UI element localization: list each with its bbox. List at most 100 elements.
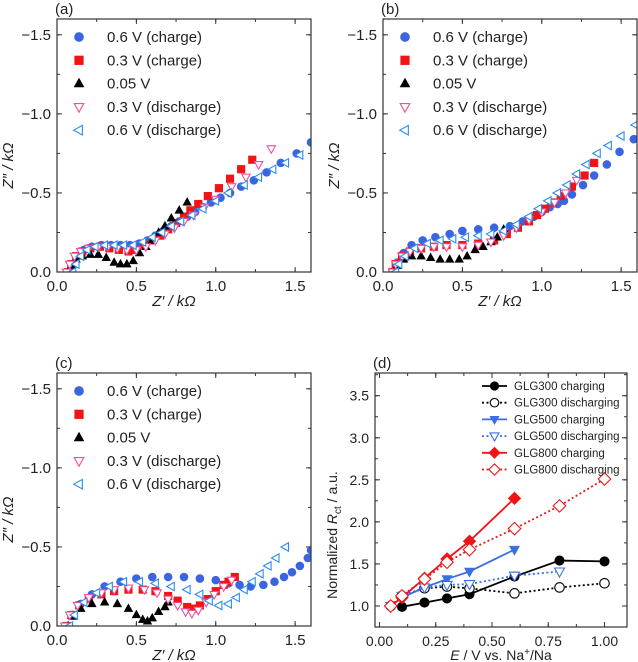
x-tick-label: 0.5 — [126, 278, 147, 295]
legend-label: 0.05 V — [107, 76, 150, 93]
legend: 0.6 V (charge) 0.3 V (charge) 0.05 V 0.3 V … — [398, 29, 547, 139]
data-point — [101, 252, 111, 262]
data-point — [146, 232, 156, 243]
data-point — [103, 581, 113, 592]
data-point — [266, 145, 277, 155]
data-point — [109, 257, 119, 266]
data-point — [470, 244, 480, 254]
data-point — [222, 598, 232, 609]
legend-marker — [399, 77, 411, 88]
legend-marker — [489, 415, 500, 425]
plot-frame — [374, 372, 628, 628]
x-axis-label-tail: /Na — [530, 647, 552, 662]
data-point — [306, 545, 311, 555]
data-point — [81, 244, 91, 255]
legend-marker — [74, 386, 84, 396]
plot-frame — [56, 18, 312, 273]
data-point — [186, 209, 196, 221]
data-point — [270, 577, 279, 587]
data-point — [389, 266, 400, 272]
data-point — [419, 597, 430, 608]
x-tick-label: 1.5 — [611, 278, 632, 295]
data-point — [218, 582, 229, 593]
y-tick-label: −1.5 — [347, 27, 377, 44]
data-point — [194, 589, 204, 600]
data-point — [193, 606, 204, 616]
data-point — [459, 232, 470, 243]
legend-marker — [74, 409, 84, 419]
data-point — [383, 598, 398, 614]
x-tick-label: 0.0 — [373, 278, 394, 295]
data-point — [165, 221, 175, 232]
y-tick-label: 2.0 — [350, 514, 370, 530]
data-point — [599, 577, 610, 589]
data-point — [123, 584, 134, 594]
legend-label: 0.05 V — [107, 430, 150, 447]
data-point — [181, 584, 191, 595]
legend-label: 0.3 V (discharge) — [433, 99, 547, 116]
x-axis-label-unit: / V vs. Na — [460, 647, 525, 662]
data-point — [147, 612, 157, 622]
data-point — [160, 601, 170, 611]
legend-marker — [489, 381, 500, 391]
y-tick-label: 0.0 — [30, 618, 51, 635]
data-point — [267, 164, 277, 175]
data-point — [136, 236, 147, 248]
data-point — [279, 541, 290, 553]
data-point — [172, 601, 183, 612]
legend-marker — [73, 456, 85, 468]
data-point — [416, 250, 426, 260]
data-point — [69, 252, 80, 262]
data-point — [90, 587, 101, 598]
data-point — [117, 239, 128, 251]
y-tick-label: −0.5 — [21, 185, 51, 202]
x-axis-label: Z′ / kΩ — [151, 293, 195, 310]
data-point — [597, 471, 612, 487]
plot-area — [383, 471, 612, 614]
data-point — [123, 603, 134, 612]
data-point — [122, 258, 132, 268]
legend-label: 0.3 V (charge) — [107, 406, 202, 423]
data-point — [253, 160, 264, 171]
data-point — [163, 572, 173, 582]
x-tick-label: 1.00 — [591, 633, 618, 649]
x-tick-label: 1.0 — [531, 278, 552, 295]
series-0-05-v — [65, 597, 173, 626]
data-point — [615, 147, 624, 157]
data-point — [133, 576, 144, 587]
data-point — [166, 212, 177, 222]
data-point — [441, 580, 453, 592]
data-point — [72, 601, 83, 612]
data-point — [179, 572, 189, 582]
x-tick-label: 0.75 — [535, 633, 562, 649]
data-point — [472, 230, 482, 241]
legend-marker — [73, 77, 85, 88]
y-axis-label: Normalized Rct / a.u. — [324, 471, 344, 599]
data-point — [457, 243, 468, 253]
y-tick-label: 0.0 — [356, 264, 377, 281]
panel-a: (a) 0.0 0.5 1.0 1.5 0.0 −0.5 −1.0 −1.5 Z′ / kΩ Z″ … — [0, 1, 312, 310]
data-point — [68, 609, 78, 621]
data-point — [195, 574, 205, 583]
data-point — [153, 606, 164, 616]
data-point — [240, 173, 252, 183]
data-point — [117, 576, 128, 587]
data-point — [462, 250, 472, 260]
series-glg500-charging — [385, 545, 521, 613]
data-point — [151, 589, 163, 599]
x-tick-label: 0.5 — [126, 632, 147, 649]
y-tick-label: 1.0 — [350, 598, 370, 614]
legend: GLG300 charging GLG300 discharging GLG500 … — [482, 381, 619, 477]
data-point — [303, 553, 311, 563]
legend-label: 0.3 V (discharge) — [107, 99, 221, 116]
legend-marker — [74, 32, 84, 42]
data-point — [222, 187, 232, 199]
series-0-6-v-discharge- — [67, 149, 304, 272]
data-point — [497, 225, 508, 237]
legend-label: GLG800 charging — [514, 448, 605, 460]
legend-marker — [400, 32, 410, 42]
y-tick-label: 3.0 — [350, 430, 370, 446]
data-point — [554, 582, 565, 593]
legend-label: 0.6 V (discharge) — [107, 122, 221, 139]
legend-marker — [488, 446, 501, 459]
